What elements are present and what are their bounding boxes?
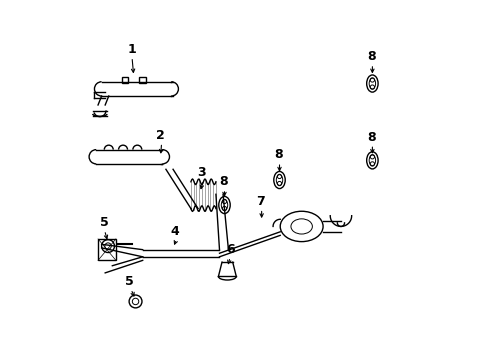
Text: 2: 2	[156, 129, 164, 142]
Text: 7: 7	[256, 195, 264, 208]
Bar	[122, 77, 128, 83]
Text: 1: 1	[127, 43, 136, 56]
Text: 3: 3	[197, 166, 205, 179]
Text: 6: 6	[225, 243, 234, 256]
Text: 8: 8	[366, 50, 375, 63]
Text: 5: 5	[100, 216, 109, 229]
Text: 4: 4	[170, 225, 179, 238]
Text: 8: 8	[366, 131, 375, 144]
Bar	[139, 77, 145, 83]
Text: 8: 8	[218, 175, 227, 188]
Text: 8: 8	[274, 148, 282, 162]
Text: 5: 5	[125, 275, 134, 288]
Bar	[98, 239, 116, 260]
